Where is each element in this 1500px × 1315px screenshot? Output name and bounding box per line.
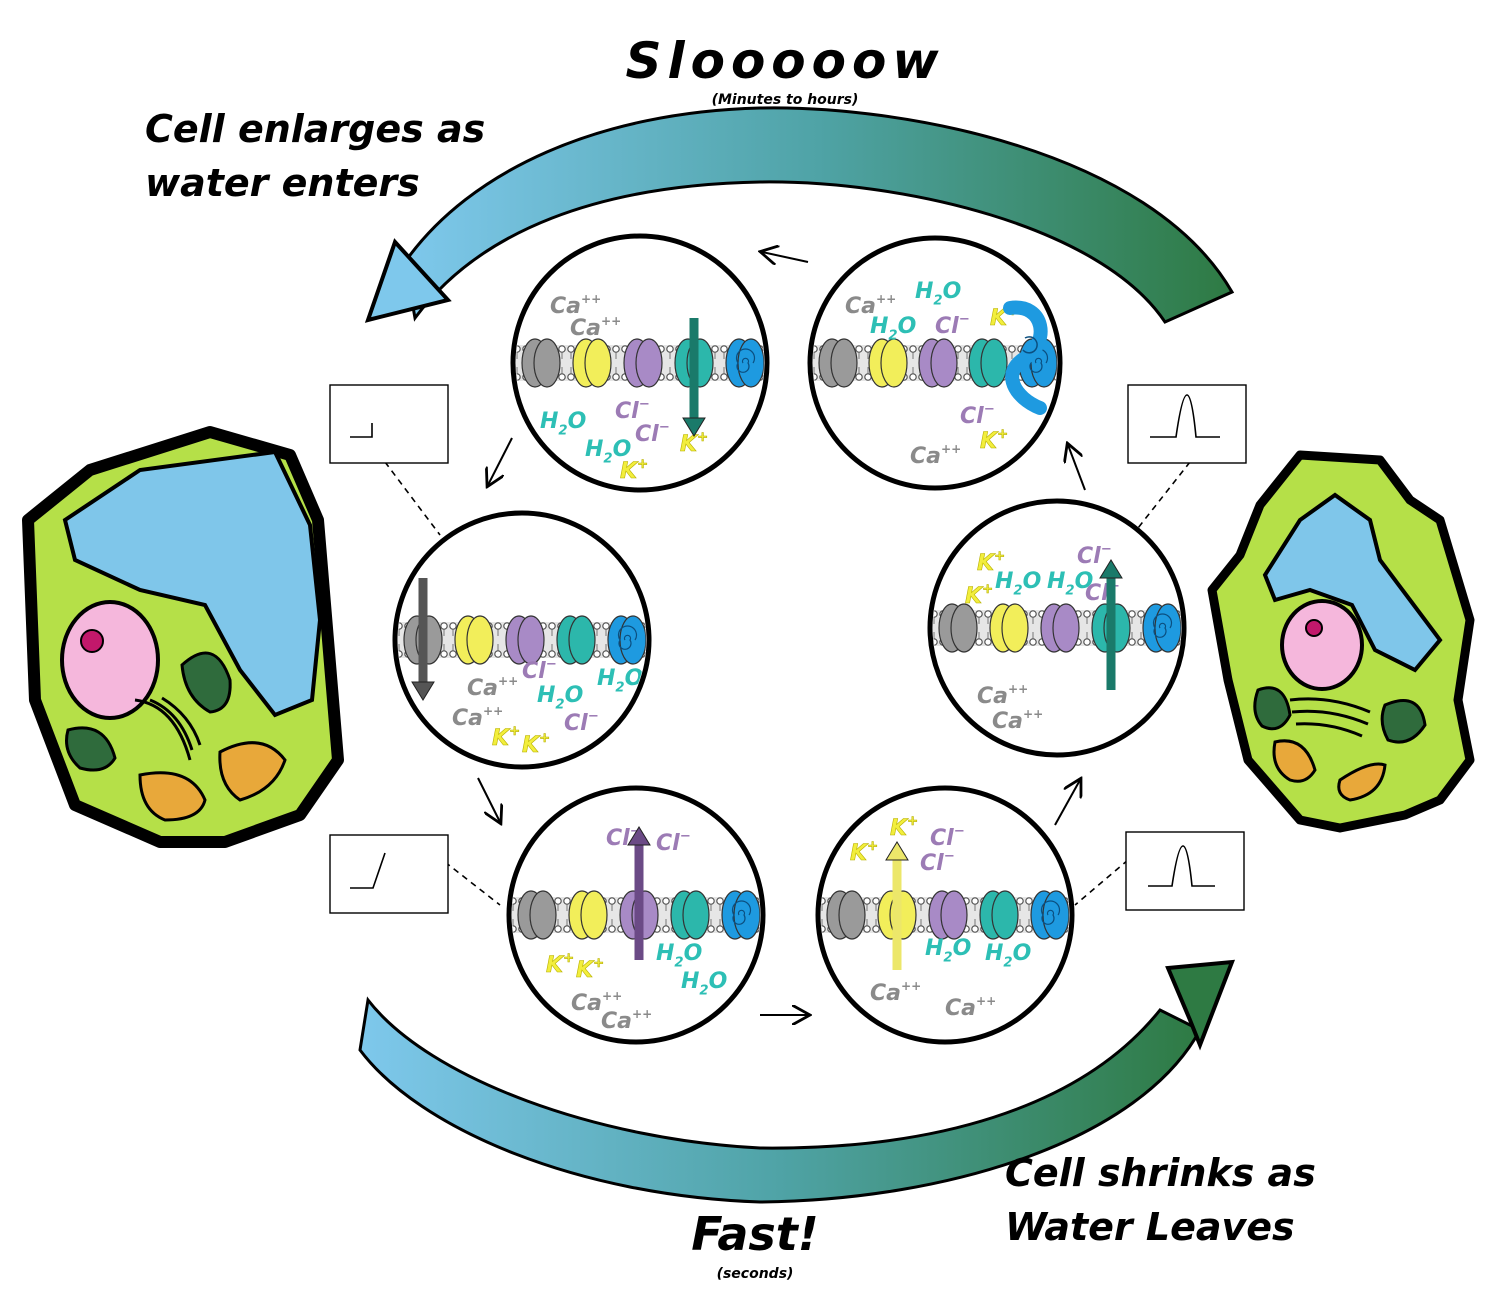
ion-channel <box>721 890 760 940</box>
ion-channel <box>989 603 1029 653</box>
ion-channel <box>1040 603 1080 653</box>
ion-channel <box>670 890 710 940</box>
ion-channel <box>818 338 858 388</box>
slow-title: Slooooow <box>625 32 944 90</box>
signal-graph-step3 <box>1125 831 1245 911</box>
ion-channel <box>505 615 545 665</box>
ion-channel <box>568 890 608 940</box>
enlarge-caption-line2: water enters <box>145 161 420 205</box>
ion-channel <box>918 338 958 388</box>
signal-graph-step2 <box>329 834 449 914</box>
step-arrow <box>1068 445 1086 491</box>
water-molecule-label: H2O <box>870 314 916 344</box>
golgi <box>134 696 202 761</box>
graph-connectors <box>384 461 1191 906</box>
step-arrow <box>1054 780 1080 826</box>
ion-channel <box>938 603 978 653</box>
potassium-ion-label: K+ <box>576 956 604 983</box>
nucleus <box>1280 599 1364 691</box>
vacuole <box>1262 492 1443 673</box>
enlarge-caption-line1: Cell enlarges as <box>145 107 485 151</box>
ion-channel <box>517 890 557 940</box>
channel-conformation-wave <box>1003 300 1048 415</box>
chloride-ion-label: Cl− <box>522 657 557 684</box>
mitochondrion <box>218 741 287 802</box>
chloroplast <box>1380 699 1427 744</box>
enlarged-plant-cell <box>22 426 344 848</box>
water-molecule-label: H2O <box>656 941 702 971</box>
nucleolus <box>80 629 104 653</box>
shrink-caption-line1: Cell shrinks as <box>1005 1151 1316 1195</box>
ion-channel <box>979 890 1019 940</box>
step-arrow <box>477 777 500 822</box>
step-1-circle: Ca++Ca++H2O Cl−Cl−H2O K+K+ <box>510 233 770 493</box>
lipid-bilayer <box>933 603 1181 653</box>
ion-channel <box>623 338 663 388</box>
lipid-bilayer <box>398 615 646 665</box>
fast-cycle-arrow <box>358 959 1236 1204</box>
slow-subtitle: (Minutes to hours) <box>712 92 859 108</box>
mitochondrion <box>1272 739 1317 783</box>
lipid-bilayer <box>516 338 764 388</box>
ion-channel <box>725 338 764 388</box>
lipid-bilayer <box>821 890 1069 940</box>
mitochondrion <box>1337 762 1387 802</box>
chloroplast <box>180 651 232 714</box>
ion-channel <box>968 338 1008 388</box>
ion-channel <box>454 615 494 665</box>
ion-channel <box>1142 603 1181 653</box>
vacuole <box>62 449 323 718</box>
ion-channel <box>1030 890 1069 940</box>
nucleolus <box>1305 619 1323 637</box>
ion-channel <box>521 338 561 388</box>
signal-graph-step1 <box>329 384 449 464</box>
calcium-ion-label: Ca++ <box>910 442 961 469</box>
fast-subtitle: (seconds) <box>717 1266 794 1282</box>
step-arrow <box>762 252 809 262</box>
cycle-step-arrows <box>477 252 1086 1015</box>
membrane-circles: Ca++Ca++H2O Cl−Cl−H2O K+K+ Ca++ H2O H2O Cl− K+ C… <box>392 233 1187 1045</box>
shrink-caption-line2: Water Leaves <box>1005 1205 1295 1249</box>
slow-cycle-arrow <box>364 106 1235 324</box>
fast-title: Fast! <box>691 1207 819 1261</box>
chloroplast <box>65 726 117 772</box>
golgi <box>1289 697 1371 738</box>
ion-channel <box>868 338 908 388</box>
ion-channel <box>826 890 866 940</box>
lipid-bilayer <box>512 890 760 940</box>
ion-channel <box>607 615 646 665</box>
potassium-ion-label: K+ <box>890 814 918 841</box>
ion-channel <box>556 615 596 665</box>
signal-graph-step4 <box>1127 384 1247 464</box>
ion-channel <box>928 890 968 940</box>
lipid-bilayer <box>813 338 1057 388</box>
shrunken-plant-cell <box>1207 450 1475 833</box>
ion-channel <box>572 338 612 388</box>
mitochondrion <box>138 771 207 822</box>
chloroplast <box>1253 686 1292 731</box>
step-arrow <box>488 437 513 485</box>
